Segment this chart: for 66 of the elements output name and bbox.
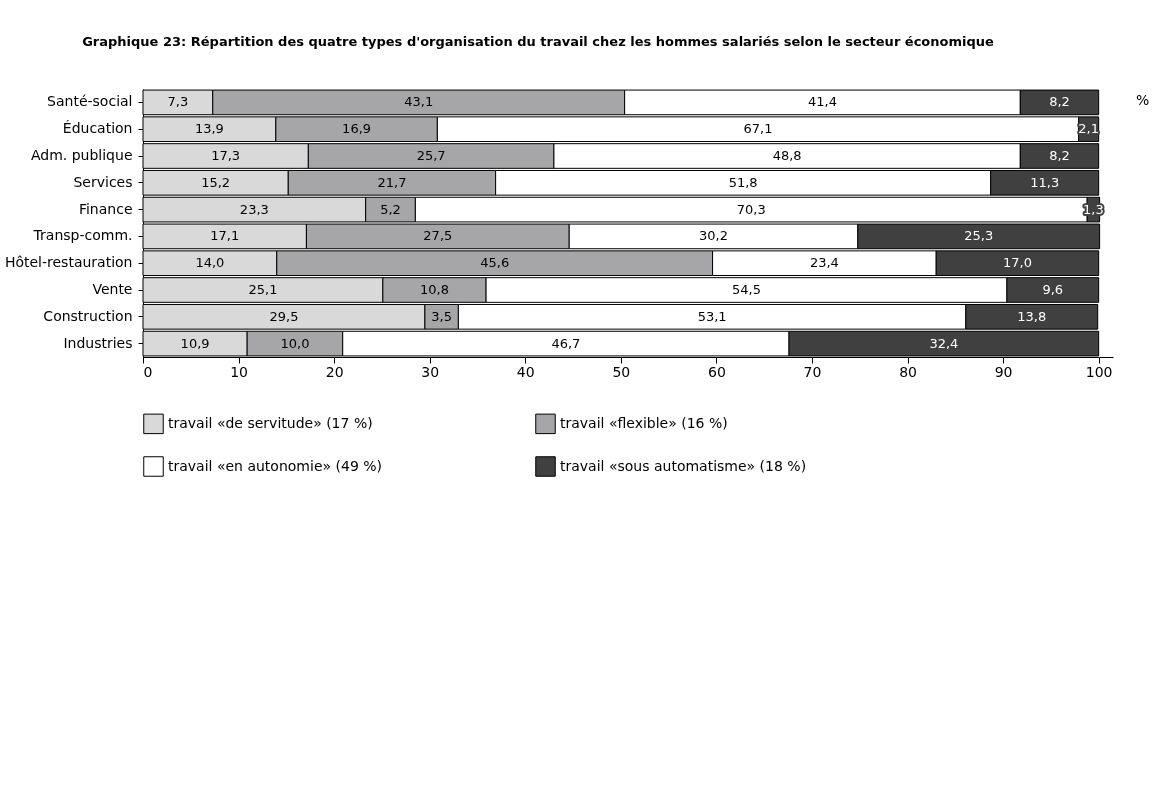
data-label: 2,1 — [1078, 121, 1099, 137]
data-label: 30,2 — [699, 228, 729, 244]
legend-label: travail «flexible» (16 %) — [560, 414, 728, 431]
data-label: 3,5 — [431, 308, 452, 324]
y-tick-label: Santé-social — [47, 93, 133, 110]
y-tick-label: Hôtel-restauration — [4, 254, 133, 271]
y-tick-label: Vente — [92, 281, 133, 297]
x-tick-label: 30 — [421, 363, 440, 380]
y-tick-label: Construction — [43, 307, 133, 324]
y-tick-label: Transp-comm. — [32, 227, 133, 244]
data-label: 25,7 — [416, 148, 446, 163]
data-label: 8,2 — [1049, 148, 1070, 163]
data-label: 27,5 — [423, 228, 453, 244]
data-label: 7,3 — [167, 94, 189, 110]
data-label: 70,3 — [736, 201, 766, 217]
x-tick-label: 50 — [612, 363, 631, 380]
y-tick-label: Finance — [78, 200, 133, 217]
y-tick-label: Éducation — [62, 120, 133, 137]
data-label: 46,7 — [551, 335, 581, 351]
data-label: 32,4 — [929, 335, 959, 351]
y-tick-label: Adm. publique — [30, 147, 133, 163]
x-tick-label: 90 — [994, 363, 1013, 380]
legend-label: travail «sous automatisme» (18 %) — [560, 457, 807, 474]
data-label: 23,4 — [809, 255, 839, 271]
data-label: 17,1 — [210, 228, 240, 244]
y-tick-label: Services — [73, 173, 133, 190]
x-tick-label: 70 — [803, 363, 822, 380]
data-label: 29,5 — [269, 308, 299, 324]
data-label: 17,3 — [211, 148, 241, 163]
data-label: 23,3 — [239, 201, 269, 217]
x-tick-label: 40 — [516, 363, 535, 380]
data-label: 41,4 — [808, 94, 837, 110]
data-label: 5,2 — [380, 201, 401, 217]
data-label: 43,1 — [404, 94, 434, 110]
data-label: 9,6 — [1042, 282, 1064, 297]
data-label: 13,8 — [1017, 308, 1047, 324]
x-tick-label: 80 — [899, 363, 917, 380]
data-label: 10,8 — [420, 282, 449, 297]
data-label: 25,1 — [248, 282, 278, 297]
x-tick-label: 0 — [143, 363, 153, 380]
data-label: 14,0 — [195, 255, 225, 271]
data-label: 8,2 — [1049, 94, 1070, 110]
chart-title: Graphique 23: Répartition des quatre types d'organisation du travail chez les hommes salariés selon le secteur économique — [82, 34, 995, 49]
data-label: 10,0 — [280, 335, 310, 351]
data-label: 53,1 — [697, 308, 727, 324]
data-label: 45,6 — [480, 255, 510, 271]
data-label: 48,8 — [772, 148, 802, 163]
x-tick-label: 10 — [230, 363, 248, 380]
x-tick-label: 100 — [1085, 363, 1113, 380]
data-label: 16,9 — [342, 121, 372, 137]
x-tick-label: 60 — [707, 363, 726, 380]
data-label: 21,7 — [377, 174, 407, 190]
text: % — [1136, 92, 1150, 108]
data-label: 10,9 — [180, 335, 210, 351]
data-label: 54,5 — [732, 282, 761, 297]
data-label: 11,3 — [1030, 174, 1060, 190]
data-label: 17,0 — [1002, 255, 1032, 271]
data-label: 25,3 — [964, 228, 994, 244]
legend-label: travail «de servitude» (17 %) — [168, 414, 373, 431]
y-tick-label: Industries — [63, 334, 133, 351]
data-label: 13,9 — [194, 121, 224, 137]
legend-label: travail «en autonomie» (49 %) — [168, 457, 383, 474]
data-label: 67,1 — [743, 121, 773, 137]
x-tick-label: 20 — [325, 363, 344, 380]
data-label: 15,2 — [201, 174, 231, 190]
data-label: 51,8 — [728, 174, 758, 190]
